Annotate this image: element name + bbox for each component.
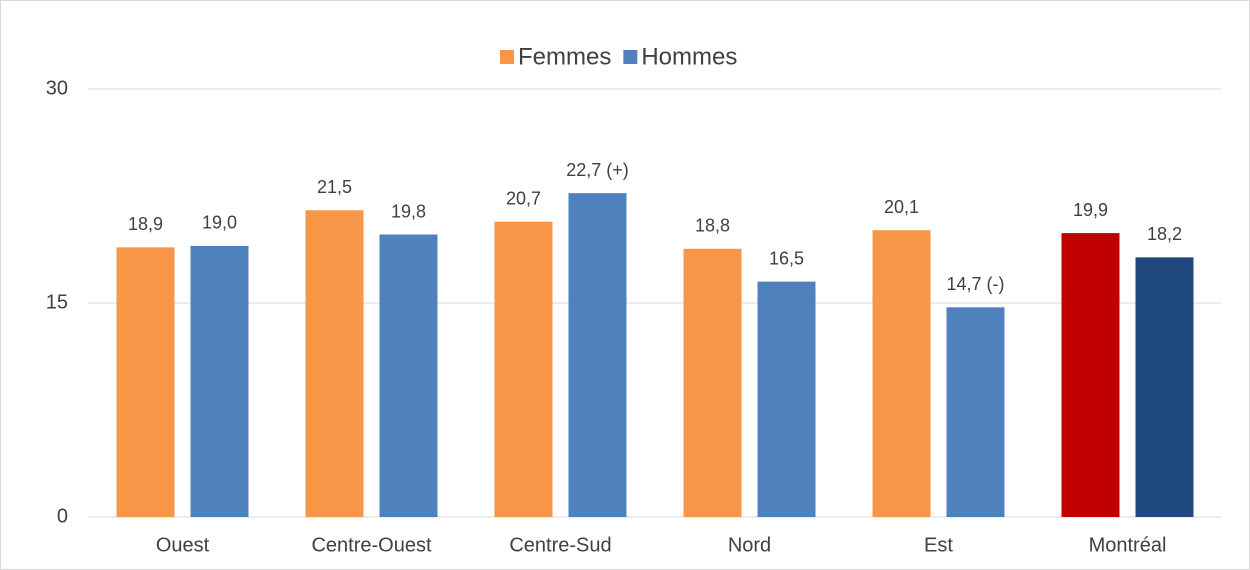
bar [379,234,438,517]
bar [116,247,175,518]
y-tick-label: 15 [46,291,68,313]
bar [568,193,627,517]
value-label: 20,7 [506,188,541,208]
x-tick-label: Ouest [156,534,210,556]
x-tick-label: Est [924,534,953,556]
legend-swatch [500,50,514,64]
bar [1135,257,1194,517]
x-tick-label: Nord [728,534,771,556]
value-label: 22,7 (+) [566,160,629,180]
bar [683,248,742,517]
value-label: 16,5 [769,248,804,268]
bar [190,245,249,517]
x-tick-label: Centre-Ouest [311,534,431,556]
bar [872,230,931,518]
value-label: 19,8 [391,201,426,221]
value-label: 21,5 [317,177,352,197]
value-label: 14,7 (-) [946,274,1004,294]
bar [946,307,1005,517]
value-label: 18,8 [695,216,730,236]
bar [757,281,816,517]
y-tick-label: 30 [46,77,68,99]
value-label: 19,0 [202,213,237,233]
value-label: 20,1 [884,197,919,217]
bar [305,210,364,517]
legend-label: Hommes [641,43,737,70]
legend-swatch [623,50,638,64]
x-tick-label: Montréal [1089,534,1167,556]
legend-label: Femmes [518,43,611,70]
value-label: 18,9 [128,214,163,234]
x-tick-label: Centre-Sud [509,534,611,556]
y-tick-label: 0 [57,505,68,527]
bar [494,221,553,517]
value-label: 19,9 [1073,200,1108,220]
value-label: 18,2 [1147,224,1182,244]
bar [1061,233,1120,518]
